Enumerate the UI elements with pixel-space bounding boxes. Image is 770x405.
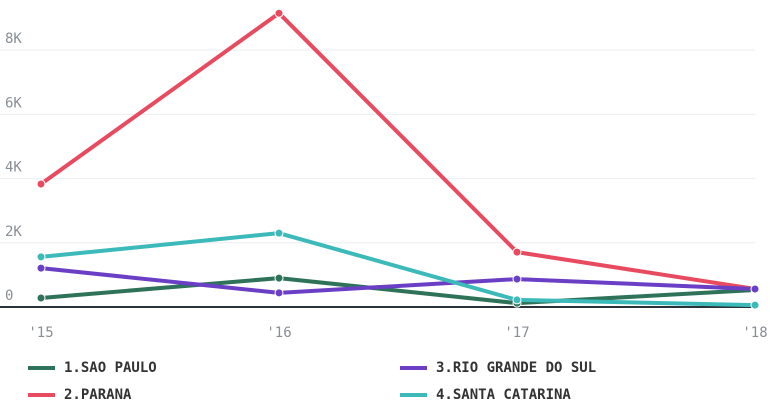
point: [274, 288, 284, 298]
series-line: [40, 231, 756, 308]
x-tick-label: '16: [266, 325, 291, 341]
point: [512, 295, 522, 305]
x-tick-label: '15: [28, 325, 53, 341]
y-tick-label: 0: [5, 288, 13, 304]
point: [750, 300, 760, 310]
series-line: [39, 11, 756, 291]
legend-label: 3.RIO GRANDE DO SUL: [436, 360, 596, 376]
series-line: [40, 266, 756, 295]
point: [36, 179, 46, 189]
point: [750, 284, 760, 294]
point: [274, 273, 284, 283]
y-tick-label: 2K: [5, 224, 22, 240]
point: [274, 8, 284, 18]
legend-label: 4.SANTA CATARINA: [436, 387, 571, 403]
y-tick-label: 4K: [5, 160, 22, 176]
x-tick-label: '17: [504, 325, 529, 341]
legend-label: 1.SAO PAULO: [64, 360, 157, 376]
point: [36, 263, 46, 273]
legend-label: 2.PARANA: [64, 387, 132, 403]
point: [512, 274, 522, 284]
point: [512, 247, 522, 257]
point: [36, 252, 46, 262]
series-line: [40, 276, 756, 306]
point: [36, 293, 46, 303]
y-tick-label: 6K: [5, 95, 22, 111]
y-tick-label: 8K: [5, 31, 22, 47]
x-tick-label: '18: [742, 325, 767, 341]
point: [274, 228, 284, 238]
